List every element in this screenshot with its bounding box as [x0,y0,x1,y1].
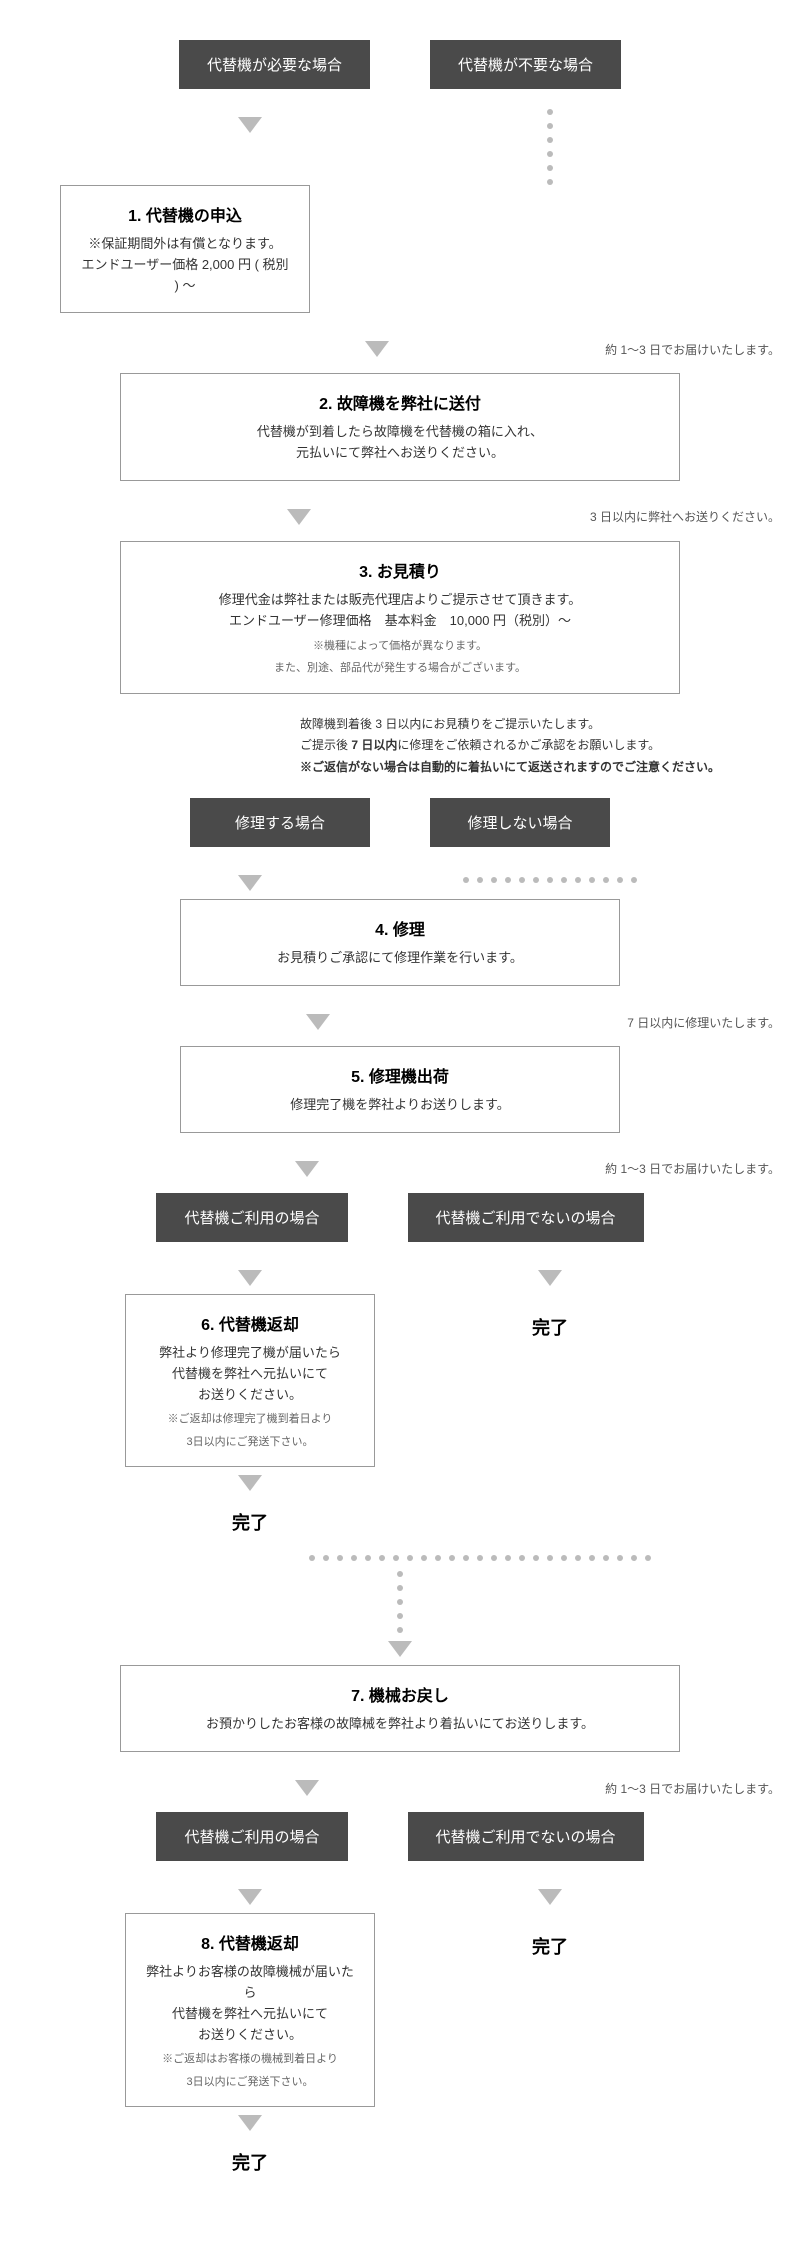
step6-title: 6. 代替機返却 [146,1311,354,1335]
arrow-down-icon [238,2115,262,2131]
complete-label: 完了 [532,1933,568,1959]
decision1-right: 修理しない場合 [430,798,610,847]
arrow-down-icon [295,1780,319,1796]
step3-row: 3. お見積り 修理代金は弊社または販売代理店よりご提示させて頂きます。 エンド… [20,541,780,694]
step2-line2: 元払いにて弊社へお送りください。 [141,443,659,464]
step2-box: 2. 故障機を弊社に送付 代替機が到着したら故障機を代替機の箱に入れ、 元払いに… [120,373,680,481]
step1-row: 1. 代替機の申込 ※保証期間外は有償となります。 エンドユーザー価格 2,00… [20,185,780,313]
arrow-down-icon [238,1475,262,1491]
step8-box: 8. 代替機返却 弊社よりお客様の故障機械が届いたら 代替機を弊社へ元払いにて … [125,1913,375,2107]
step7-arrow-row: 約 1～3 日でお届けいたします。 [20,1772,780,1804]
step2-title: 2. 故障機を弊社に送付 [141,390,659,414]
arrow-down-icon [306,1014,330,1030]
step8-title: 8. 代替機返却 [146,1930,354,1954]
decision3-row: 代替機ご利用の場合 代替機ご利用でないの場合 [20,1812,780,1861]
step2-arrow-row: 3 日以内に弊社へお送りください。 [20,501,780,533]
header-right-box: 代替機が不要な場合 [430,40,621,89]
step6-box: 6. 代替機返却 弊社より修理完了機が届いたら 代替機を弊社へ元払いにて お送り… [125,1294,375,1467]
step1-box: 1. 代替機の申込 ※保証期間外は有償となります。 エンドユーザー価格 2,00… [60,185,310,313]
header-arrows [20,109,780,185]
step8-line1: 弊社よりお客様の故障機械が届いたら [146,1962,354,2004]
dots-vertical-return [20,1571,780,1633]
step1-arrow-row: 約 1～3 日でお届けいたします。 [20,333,780,365]
step8-note1: ※ご返却はお客様の機械到着日より [146,2051,354,2068]
step7-box: 7. 機械お戻し お預かりしたお客様の故障械を弊社より着払いにてお送りします。 [120,1665,680,1752]
step3-line2: エンドユーザー修理価格 基本料金 10,000 円（税別）～ [141,611,659,632]
step4-title: 4. 修理 [201,916,599,940]
step3-note1: ※機種によって価格が異なります。 [141,638,659,655]
complete-label: 完了 [532,1314,568,1340]
step2-line1: 代替機が到着したら故障機を代替機の箱に入れ、 [141,422,659,443]
arrow-down-icon [287,509,311,525]
info-line2: ご提示後 7 日以内に修理をご依頼されるかご承認をお願いします。 [300,735,780,757]
decision1-arrows [20,867,780,899]
step6-line2: 代替機を弊社へ元払いにて [146,1364,354,1385]
info-line1: 故障機到着後 3 日以内にお見積りをご提示いたします。 [300,714,780,736]
dots-horizontal-return [220,1555,740,1561]
step5-arrow-row: 約 1～3 日でお届けいたします。 [20,1153,780,1185]
info-block: 故障機到着後 3 日以内にお見積りをご提示いたします。 ご提示後 7 日以内に修… [300,714,780,779]
header-left-box: 代替機が必要な場合 [179,40,370,89]
arrow-down-icon [238,117,262,133]
arrow-down-icon [295,1161,319,1177]
step8-line3: お送りください。 [146,2025,354,2046]
step7-title: 7. 機械お戻し [141,1682,659,1706]
step8-line2: 代替機を弊社へ元払いにて [146,2004,354,2025]
step6-note2: 3日以内にご発送下さい。 [146,1434,354,1451]
dots-vertical [547,109,553,185]
decision3-left: 代替機ご利用の場合 [156,1812,347,1861]
step7-arrow-label: 約 1～3 日でお届けいたします。 [605,1780,780,1797]
step1-title: 1. 代替機の申込 [81,202,289,226]
step7-row: 7. 機械お戻し お預かりしたお客様の故障械を弊社より着払いにてお送りします。 [20,1665,780,1752]
decision2-right: 代替機ご利用でないの場合 [408,1193,644,1242]
step3-title: 3. お見積り [141,558,659,582]
arrow-down-icon [238,875,262,891]
decision2-left: 代替機ご利用の場合 [156,1193,347,1242]
step1-line1: ※保証期間外は有償となります。 [81,234,289,255]
arrow-down-icon [365,341,389,357]
step5-title: 5. 修理機出荷 [201,1063,599,1087]
step4-arrow-row: 7 日以内に修理いたします。 [20,1006,780,1038]
arrow-down-icon [388,1641,412,1657]
arrow-down-icon [238,1889,262,1905]
decision3-content: 8. 代替機返却 弊社よりお客様の故障機械が届いたら 代替機を弊社へ元払いにて … [20,1881,780,2185]
step6-note1: ※ご返却は修理完了機到着日より [146,1411,354,1428]
step4-arrow-label: 7 日以内に修理いたします。 [627,1014,780,1031]
step5-arrow-label: 約 1～3 日でお届けいたします。 [605,1160,780,1177]
step8-note2: 3日以内にご発送下さい。 [146,2074,354,2091]
decision1-row: 修理する場合 修理しない場合 [20,798,780,847]
step4-text: お見積りご承認にて修理作業を行います。 [201,948,599,969]
arrow-down-icon [238,1270,262,1286]
decision1-left: 修理する場合 [190,798,370,847]
decision2-row: 代替機ご利用の場合 代替機ご利用でないの場合 [20,1193,780,1242]
step3-line1: 修理代金は弊社または販売代理店よりご提示させて頂きます。 [141,590,659,611]
step6-line1: 弊社より修理完了機が届いたら [146,1343,354,1364]
step5-text: 修理完了機を弊社よりお送りします。 [201,1095,599,1116]
step5-row: 5. 修理機出荷 修理完了機を弊社よりお送りします。 [20,1046,780,1133]
step7-text: お預かりしたお客様の故障械を弊社より着払いにてお送りします。 [141,1714,659,1735]
step5-box: 5. 修理機出荷 修理完了機を弊社よりお送りします。 [180,1046,620,1133]
step6-line3: お送りください。 [146,1385,354,1406]
complete-label: 完了 [232,2149,268,2175]
dots-horizontal [420,877,680,883]
decision3-right: 代替機ご利用でないの場合 [408,1812,644,1861]
arrow-down-icon [538,1270,562,1286]
step1-arrow-label: 約 1～3 日でお届けいたします。 [605,341,780,358]
flowchart-container: 代替機が必要な場合 代替機が不要な場合 1. 代替機の申込 ※保証期間外は有償と… [20,40,780,2185]
step2-arrow-label: 3 日以内に弊社へお送りください。 [590,508,780,525]
step2-row: 2. 故障機を弊社に送付 代替機が到着したら故障機を代替機の箱に入れ、 元払いに… [20,373,780,481]
step3-box: 3. お見積り 修理代金は弊社または販売代理店よりご提示させて頂きます。 エンド… [120,541,680,694]
header-row: 代替機が必要な場合 代替機が不要な場合 [20,40,780,89]
complete-label: 完了 [232,1509,268,1535]
step3-note2: また、別途、部品代が発生する場合がございます。 [141,660,659,677]
step1-line2: エンドユーザー価格 2,000 円 ( 税別 ) ～ [81,255,289,297]
info-line3: ※ご返信がない場合は自動的に着払いにて返送されますのでご注意ください。 [300,757,780,779]
decision2-content: 6. 代替機返却 弊社より修理完了機が届いたら 代替機を弊社へ元払いにて お送り… [20,1262,780,1545]
arrow-down-icon [538,1889,562,1905]
step4-row: 4. 修理 お見積りご承認にて修理作業を行います。 [20,899,780,986]
step4-box: 4. 修理 お見積りご承認にて修理作業を行います。 [180,899,620,986]
